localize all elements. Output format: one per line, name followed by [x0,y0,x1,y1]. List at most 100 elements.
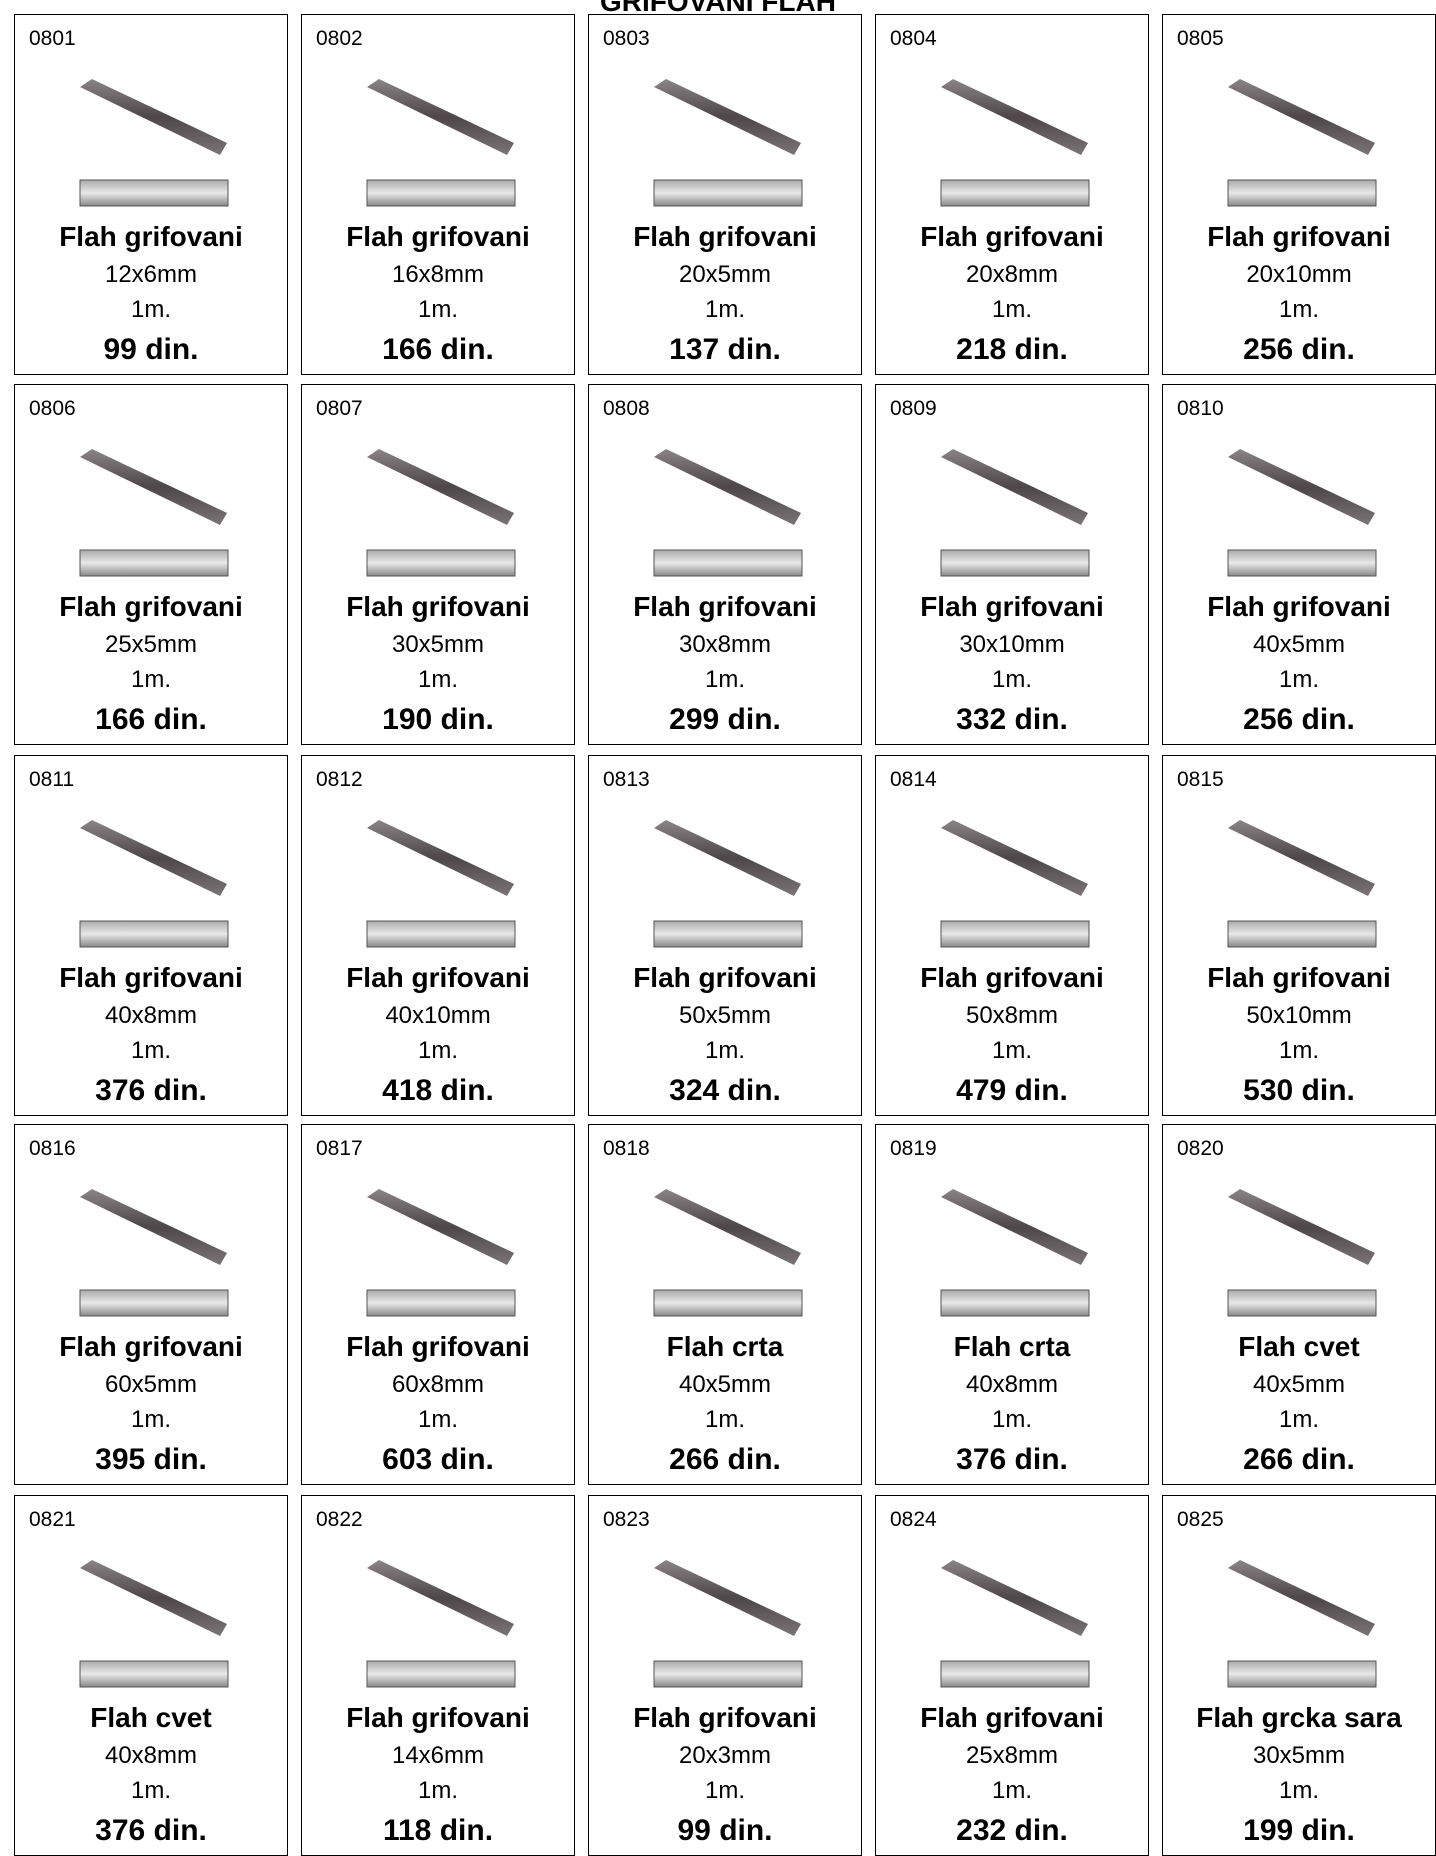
product-price: 332 din. [956,703,1068,736]
product-name: Flah grifovani [346,591,530,622]
product-image [653,1189,803,1317]
product-code: 0809 [890,397,937,420]
product-card: 0821 Flah cvet 40x8mm 1m. 376 din. [14,1495,288,1856]
product-image [79,820,229,948]
product-length: 1m. [417,1037,458,1064]
product-code: 0822 [316,1508,363,1531]
product-card: 0819 Flah crta 40x8mm 1m. 376 din. [875,1124,1149,1485]
product-image [940,820,1090,948]
product-price: 256 din. [1243,333,1355,366]
bar-front [366,920,516,948]
product-image [653,820,803,948]
product-card: 0820 Flah cvet 40x5mm 1m. 266 din. [1162,1124,1436,1485]
product-length: 1m. [1278,1777,1319,1804]
product-name: Flah grcka sara [1196,1702,1402,1733]
bar-angled [1228,449,1375,525]
product-length: 1m. [417,296,458,323]
bar-angled [941,1560,1088,1636]
product-length: 1m. [1278,666,1319,693]
product-name: Flah grifovani [920,221,1104,252]
bar-angled [941,1189,1088,1265]
product-price: 218 din. [956,333,1068,366]
bar-front [653,549,803,577]
product-image [940,1560,1090,1688]
product-card: 0806 Flah grifovani 25x5mm 1m. 166 din. [14,384,288,745]
product-image [79,1560,229,1688]
product-card: 0825 Flah grcka sara 30x5mm 1m. 199 din. [1162,1495,1436,1856]
product-size: 20x3mm [678,1742,772,1769]
bar-front [653,179,803,207]
bar-front [79,179,229,207]
bar-angled [654,820,801,896]
product-price: 479 din. [956,1074,1068,1107]
product-code: 0821 [29,1508,76,1531]
bar-angled [654,1189,801,1265]
product-size: 60x5mm [104,1371,198,1398]
bar-front [940,1289,1090,1317]
product-code: 0820 [1177,1137,1224,1160]
product-length: 1m. [130,296,171,323]
product-name: Flah grifovani [633,221,817,252]
bar-front [79,1289,229,1317]
product-name: Flah grifovani [920,962,1104,993]
bar-angled [80,1189,227,1265]
bar-angled [80,1560,227,1636]
product-size: 50x8mm [965,1002,1059,1029]
bar-front [366,179,516,207]
product-name: Flah grifovani [1207,221,1391,252]
bar-angled [941,449,1088,525]
product-length: 1m. [704,1406,745,1433]
product-price: 166 din. [382,333,494,366]
product-code: 0805 [1177,27,1224,50]
product-card: 0818 Flah crta 40x5mm 1m. 266 din. [588,1124,862,1485]
product-name: Flah grifovani [59,962,243,993]
bar-angled [941,820,1088,896]
product-image [1227,79,1377,207]
product-card: 0815 Flah grifovani 50x10mm 1m. 530 din. [1162,755,1436,1116]
bar-front [1227,920,1377,948]
product-image [79,449,229,577]
bar-front [940,179,1090,207]
bar-angled [367,1189,514,1265]
product-price: 299 din. [669,703,781,736]
product-price: 99 din. [677,1814,773,1847]
product-length: 1m. [130,1406,171,1433]
product-size: 50x10mm [1246,1002,1352,1029]
product-image [1227,1560,1377,1688]
product-card: 0817 Flah grifovani 60x8mm 1m. 603 din. [301,1124,575,1485]
product-card: 0812 Flah grifovani 40x10mm 1m. 418 din. [301,755,575,1116]
product-price: 395 din. [95,1443,207,1476]
product-length: 1m. [991,1037,1032,1064]
product-price: 324 din. [669,1074,781,1107]
product-name: Flah grifovani [1207,591,1391,622]
product-card: 0802 Flah grifovani 16x8mm 1m. 166 din. [301,14,575,375]
product-image [940,79,1090,207]
product-code: 0814 [890,768,937,791]
product-card: 0816 Flah grifovani 60x5mm 1m. 395 din. [14,1124,288,1485]
product-price: 376 din. [95,1814,207,1847]
product-card: 0813 Flah grifovani 50x5mm 1m. 324 din. [588,755,862,1116]
product-name: Flah grifovani [633,591,817,622]
product-length: 1m. [1278,1037,1319,1064]
bar-front [940,1660,1090,1688]
product-code: 0808 [603,397,650,420]
product-image [653,449,803,577]
product-price: 137 din. [669,333,781,366]
product-size: 14x6mm [391,1742,485,1769]
product-card: 0814 Flah grifovani 50x8mm 1m. 479 din. [875,755,1149,1116]
product-length: 1m. [417,666,458,693]
product-image [653,1560,803,1688]
product-name: Flah crta [666,1331,784,1362]
product-size: 40x10mm [385,1002,491,1029]
bar-front [1227,1289,1377,1317]
product-length: 1m. [417,1777,458,1804]
product-size: 25x5mm [104,631,198,658]
bar-angled [654,79,801,155]
product-price: 166 din. [95,703,207,736]
product-code: 0804 [890,27,937,50]
product-image [366,820,516,948]
product-image [366,449,516,577]
product-length: 1m. [130,1777,171,1804]
product-price: 266 din. [669,1443,781,1476]
